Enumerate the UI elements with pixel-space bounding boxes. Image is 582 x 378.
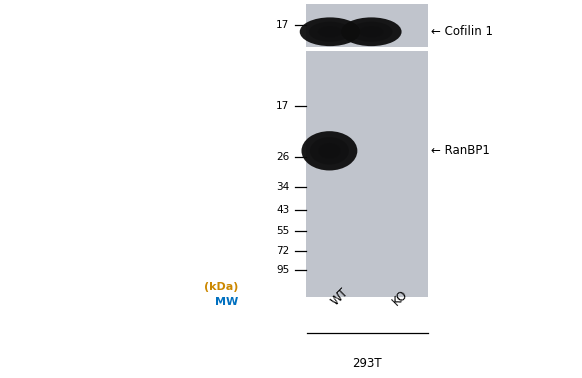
Ellipse shape — [318, 143, 340, 159]
Text: 95: 95 — [276, 265, 289, 275]
Text: WT: WT — [329, 285, 352, 308]
Ellipse shape — [350, 22, 392, 42]
Ellipse shape — [301, 131, 357, 170]
Text: KO: KO — [390, 287, 411, 308]
Ellipse shape — [309, 22, 351, 42]
Ellipse shape — [300, 17, 360, 46]
Text: MW: MW — [215, 297, 239, 307]
Text: ← RanBP1: ← RanBP1 — [431, 144, 489, 157]
Text: 43: 43 — [276, 205, 289, 215]
Ellipse shape — [318, 26, 342, 37]
Text: 26: 26 — [276, 152, 289, 162]
Text: 72: 72 — [276, 246, 289, 256]
Text: 55: 55 — [276, 226, 289, 235]
Text: 34: 34 — [276, 182, 289, 192]
Bar — [306, 51, 428, 297]
Ellipse shape — [359, 26, 384, 37]
Text: 17: 17 — [276, 20, 289, 29]
Text: ← Cofilin 1: ← Cofilin 1 — [431, 25, 493, 38]
Bar — [306, 4, 428, 47]
Text: 17: 17 — [276, 101, 289, 111]
Text: 293T: 293T — [352, 357, 381, 370]
Ellipse shape — [341, 17, 402, 46]
Ellipse shape — [310, 137, 349, 164]
Text: (kDa): (kDa) — [204, 282, 239, 291]
